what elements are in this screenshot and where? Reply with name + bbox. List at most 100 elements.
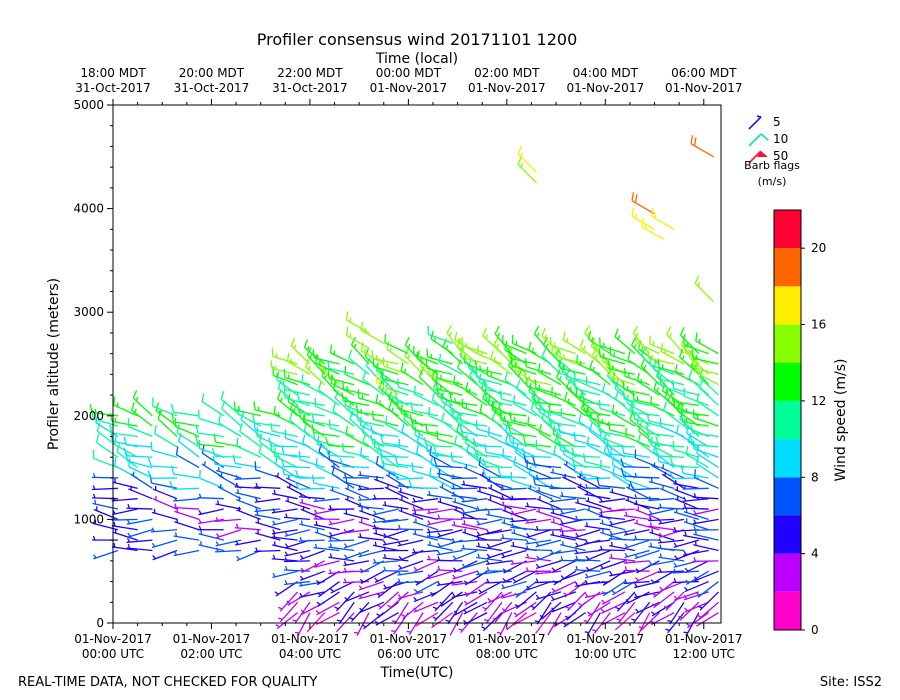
barb-staff bbox=[436, 580, 463, 586]
wind-barb bbox=[517, 156, 537, 184]
wind-barb bbox=[633, 494, 660, 500]
barb-staff bbox=[626, 486, 650, 500]
barb-staff bbox=[126, 455, 153, 458]
barb-feather bbox=[655, 436, 659, 445]
barb-feather bbox=[339, 458, 344, 467]
barb-half-feather bbox=[284, 580, 288, 585]
barb-staff bbox=[328, 518, 355, 526]
barb-half-feather bbox=[593, 344, 597, 350]
wind-barb bbox=[534, 601, 552, 625]
barb-half-feather bbox=[599, 545, 603, 551]
barb-feather bbox=[327, 369, 330, 379]
barb-staff bbox=[173, 498, 200, 502]
barb-staff bbox=[659, 384, 685, 396]
wind-barb bbox=[691, 359, 719, 375]
wind-barb bbox=[384, 484, 409, 500]
barb-staff bbox=[634, 522, 660, 531]
barb-staff bbox=[178, 440, 200, 458]
barb-staff bbox=[284, 397, 311, 407]
barb-staff bbox=[584, 493, 611, 500]
wind-barb bbox=[114, 436, 138, 458]
barb-half-feather bbox=[151, 527, 155, 532]
barb-staff bbox=[398, 498, 424, 510]
wind-barb bbox=[201, 393, 225, 417]
wind-barb bbox=[411, 506, 438, 512]
wind-barb bbox=[125, 452, 153, 469]
wind-barb bbox=[659, 485, 685, 500]
wind-barb bbox=[530, 401, 552, 427]
barb-staff bbox=[482, 612, 503, 632]
wind-barb bbox=[198, 530, 224, 541]
barb-half-feather bbox=[684, 586, 688, 591]
barb-half-feather bbox=[563, 364, 565, 370]
wind-barb bbox=[522, 435, 552, 448]
wind-barb bbox=[487, 484, 513, 500]
wind-barb bbox=[126, 537, 153, 543]
barb-staff bbox=[504, 379, 527, 396]
barb-half-feather bbox=[461, 497, 465, 502]
barb-staff bbox=[598, 549, 626, 552]
barb-half-feather bbox=[272, 554, 276, 560]
wind-barb bbox=[484, 443, 512, 458]
wind-barb bbox=[682, 496, 709, 502]
wind-barb bbox=[648, 560, 675, 567]
barb-half-feather bbox=[358, 485, 362, 490]
barb-feather bbox=[554, 432, 559, 442]
barb-staff bbox=[587, 444, 611, 458]
barb-half-feather bbox=[535, 578, 539, 583]
barb-half-feather bbox=[511, 523, 515, 528]
barb-staff bbox=[452, 460, 478, 469]
barb-half-feather bbox=[398, 555, 403, 560]
wind-barb bbox=[476, 570, 503, 576]
barb-half-feather bbox=[476, 520, 481, 525]
wind-barb bbox=[599, 497, 626, 503]
barb-half-feather bbox=[674, 555, 678, 560]
barb-half-feather bbox=[397, 570, 401, 575]
wind-barb bbox=[313, 520, 340, 531]
barb-feather bbox=[233, 401, 237, 411]
wind-barb bbox=[398, 496, 424, 510]
barb-half-feather bbox=[601, 419, 604, 424]
wind-barb bbox=[674, 495, 700, 510]
barb-feather bbox=[355, 404, 359, 413]
barb-staff bbox=[624, 529, 650, 536]
barb-staff bbox=[488, 434, 513, 448]
barb-feather bbox=[429, 446, 432, 456]
barb-staff bbox=[300, 549, 325, 561]
barb-feather bbox=[325, 446, 329, 456]
barb-staff bbox=[328, 444, 355, 448]
barb-half-feather bbox=[374, 541, 377, 546]
barb-feather bbox=[688, 369, 693, 379]
barb-staff bbox=[694, 282, 715, 303]
barb-half-feather bbox=[359, 533, 362, 538]
barb-staff bbox=[673, 539, 700, 548]
barb-half-feather bbox=[378, 400, 381, 405]
wind-barb bbox=[608, 507, 635, 513]
barb-staff bbox=[198, 417, 224, 427]
barb-half-feather bbox=[255, 482, 259, 488]
wind-barb bbox=[650, 396, 675, 417]
barb-feather bbox=[240, 411, 245, 420]
wind-barb bbox=[271, 508, 298, 514]
barb-staff bbox=[648, 518, 675, 522]
barb-staff bbox=[633, 591, 660, 599]
barb-staff bbox=[332, 473, 355, 489]
barb-feather bbox=[541, 327, 546, 337]
barb-staff bbox=[588, 338, 611, 355]
barb-staff bbox=[695, 371, 719, 386]
barb-staff bbox=[173, 421, 200, 427]
barb-staff bbox=[673, 511, 700, 521]
barb-staff bbox=[486, 399, 512, 407]
barb-feather bbox=[442, 338, 448, 347]
barb-feather bbox=[296, 403, 300, 413]
barb-staff bbox=[614, 612, 636, 631]
barb-staff bbox=[96, 441, 119, 458]
wind-barb bbox=[608, 368, 636, 386]
wind-barb bbox=[92, 499, 119, 510]
top-tick-date: 01-Nov-2017 bbox=[370, 81, 448, 95]
barb-staff bbox=[476, 368, 503, 375]
barb-staff bbox=[641, 226, 665, 241]
barb-half-feather bbox=[667, 619, 672, 623]
wind-barb bbox=[239, 423, 262, 448]
barb-half-feather bbox=[374, 577, 379, 582]
